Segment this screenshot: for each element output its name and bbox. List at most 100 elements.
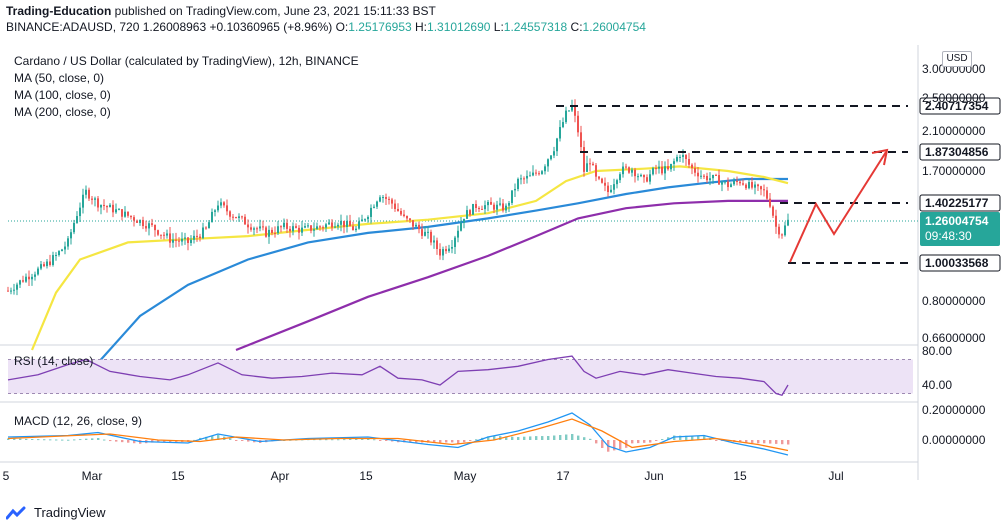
candle-body — [649, 174, 651, 182]
macd-histogram-bar — [565, 434, 568, 440]
candle-body — [604, 182, 606, 186]
time-axis-tick: 5 — [3, 469, 10, 483]
candle-body — [364, 219, 366, 221]
candle-body — [394, 203, 396, 209]
candle-body — [388, 198, 390, 200]
macd-histogram-bar — [241, 440, 244, 441]
candle-body — [121, 209, 123, 217]
level-label: 1.00033568 — [925, 256, 989, 270]
macd-histogram-bar — [361, 438, 364, 440]
ma200-legend[interactable]: MA (200, close, 0) — [14, 105, 111, 119]
macd-histogram-bar — [745, 440, 748, 443]
macd-histogram-bar — [703, 436, 706, 440]
candle-body — [730, 184, 732, 188]
macd-histogram-bar — [127, 440, 130, 443]
candle-body — [265, 227, 267, 237]
candle-body — [334, 226, 336, 228]
candle-body — [325, 224, 327, 228]
rsi-legend[interactable]: RSI (14, close) — [14, 354, 94, 368]
currency-badge[interactable]: USD — [942, 51, 972, 67]
candle-body — [679, 156, 681, 158]
candle-body — [67, 238, 69, 247]
candle-body — [472, 204, 474, 215]
last-price: 1.26008963 — [142, 20, 207, 34]
candle-body — [565, 110, 567, 123]
candle-body — [535, 172, 537, 174]
candle-body — [514, 188, 516, 191]
macd-legend[interactable]: MACD (12, 26, close, 9) — [14, 414, 143, 428]
candle-body — [379, 197, 381, 202]
candle-body — [574, 105, 576, 116]
candle-body — [427, 231, 429, 233]
candle-body — [595, 165, 597, 177]
macd-histogram-bar — [781, 440, 784, 445]
time-axis-tick: 17 — [556, 469, 570, 483]
time-axis-tick: 15 — [171, 469, 185, 483]
candle-body — [760, 186, 762, 190]
candle-body — [577, 115, 579, 133]
candle-body — [433, 240, 435, 243]
ma50-legend[interactable]: MA (50, close, 0) — [14, 71, 105, 85]
macd-histogram-bar — [577, 435, 580, 440]
candle-body — [19, 280, 21, 285]
candle-body — [436, 240, 438, 249]
candle-body — [637, 176, 639, 178]
candle-body — [127, 211, 129, 216]
candle-body — [598, 176, 600, 179]
price-axis-tick: 1.70000000 — [922, 164, 986, 178]
candle-body — [520, 178, 522, 180]
candle-body — [70, 232, 72, 239]
high-label: H: — [415, 20, 428, 34]
candle-body — [217, 205, 219, 211]
candle-body — [268, 229, 270, 237]
candle-body — [697, 172, 699, 177]
macd-histogram-bar — [121, 440, 124, 443]
macd-histogram-bar — [13, 438, 16, 440]
tradingview-logo[interactable]: TradingView — [6, 505, 106, 520]
candle-body — [403, 214, 405, 217]
candle-body — [232, 216, 234, 218]
candle-body — [151, 223, 153, 225]
candle-body — [613, 184, 615, 190]
macd-histogram-bar — [691, 435, 694, 440]
candle-body — [178, 240, 180, 242]
candle-body — [262, 226, 264, 228]
candle-body — [691, 164, 693, 169]
chart-title: Cardano / US Dollar (calculated by Tradi… — [14, 54, 359, 68]
candle-body — [31, 276, 33, 280]
macd-histogram-bar — [445, 440, 448, 443]
candle-body — [583, 147, 585, 172]
candle-body — [391, 199, 393, 204]
ma100-legend[interactable]: MA (100, close, 0) — [14, 88, 111, 102]
candle-body — [193, 235, 195, 240]
macd-histogram-bar — [757, 440, 760, 444]
candle-body — [370, 207, 372, 217]
candle-body — [295, 226, 297, 228]
time-axis-tick: Jun — [644, 469, 663, 483]
candle-body — [475, 204, 477, 209]
candle-body — [469, 210, 471, 215]
publish-text: published on TradingView.com, June 23, 2… — [111, 4, 436, 18]
candle-body — [553, 151, 555, 156]
macd-histogram-bar — [355, 438, 358, 440]
macd-histogram-bar — [49, 439, 52, 441]
candle-body — [115, 209, 117, 213]
candle-body — [13, 289, 15, 291]
macd-histogram-bar — [373, 439, 376, 441]
candle-body — [208, 222, 210, 229]
macd-histogram-bar — [229, 438, 232, 440]
candle-body — [547, 159, 549, 167]
candle-body — [397, 208, 399, 211]
macd-histogram-bar — [7, 438, 10, 440]
candle-body — [319, 226, 321, 228]
candle-body — [712, 174, 714, 179]
macd-histogram-bar — [61, 439, 64, 441]
candle-body — [655, 168, 657, 170]
candle-body — [421, 229, 423, 236]
close-label: C: — [570, 20, 583, 34]
candle-body — [49, 261, 51, 265]
candle-body — [52, 255, 54, 265]
candle-body — [55, 254, 57, 256]
candle-body — [130, 215, 132, 218]
